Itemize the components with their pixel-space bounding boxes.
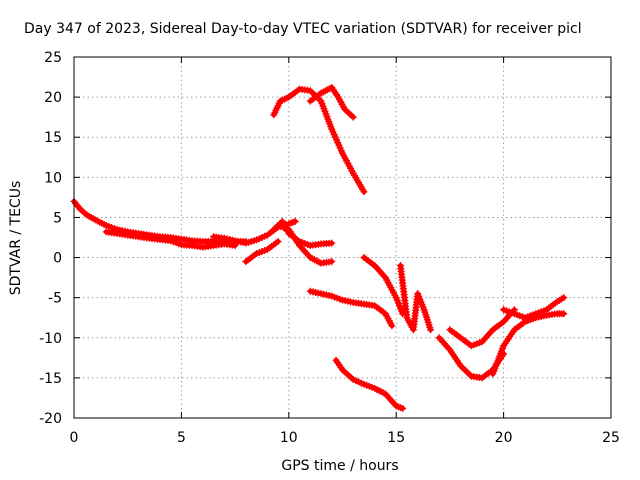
x-tick-label: 10 xyxy=(280,430,298,446)
data-point xyxy=(427,326,435,334)
data-point xyxy=(328,258,336,266)
y-tick-label: 15 xyxy=(44,130,62,146)
chart-points xyxy=(70,83,568,412)
data-point xyxy=(291,217,299,225)
chart-title: Day 347 of 2023, Sidereal Day-to-day VTE… xyxy=(24,21,582,37)
data-point xyxy=(274,238,282,246)
data-point xyxy=(560,294,568,302)
y-tick-label: -20 xyxy=(39,411,62,427)
chart-tick-labels: 0 5 10 15 20 25 -20 -15 -10 -5 0 5 10 15 20 25 xyxy=(39,50,620,446)
y-tick-label: 0 xyxy=(53,251,62,267)
plot-frame xyxy=(73,56,612,419)
y-tick-label: 5 xyxy=(53,210,62,226)
y-axis-label: SDTVAR / TECUs xyxy=(8,181,24,296)
y-tick-label: 10 xyxy=(44,170,62,186)
y-tick-label: 25 xyxy=(44,50,62,66)
y-tick-label: -5 xyxy=(48,291,62,307)
x-tick-label: 0 xyxy=(70,430,79,446)
data-point xyxy=(560,310,568,318)
data-point xyxy=(349,113,357,121)
y-tick-label: -15 xyxy=(39,371,62,387)
series-arc-high xyxy=(271,86,367,195)
data-point xyxy=(360,188,368,196)
series-trail xyxy=(271,86,367,195)
y-tick-label: -10 xyxy=(39,331,62,347)
chart-ticks xyxy=(73,56,612,419)
data-point xyxy=(388,322,396,330)
x-tick-label: 25 xyxy=(602,430,620,446)
data-point xyxy=(399,404,407,412)
x-tick-label: 15 xyxy=(387,430,405,446)
x-tick-label: 5 xyxy=(177,430,186,446)
y-tick-label: 20 xyxy=(44,90,62,106)
x-axis-label: GPS time / hours xyxy=(281,458,398,474)
x-tick-label: 20 xyxy=(495,430,513,446)
data-point xyxy=(328,239,336,247)
